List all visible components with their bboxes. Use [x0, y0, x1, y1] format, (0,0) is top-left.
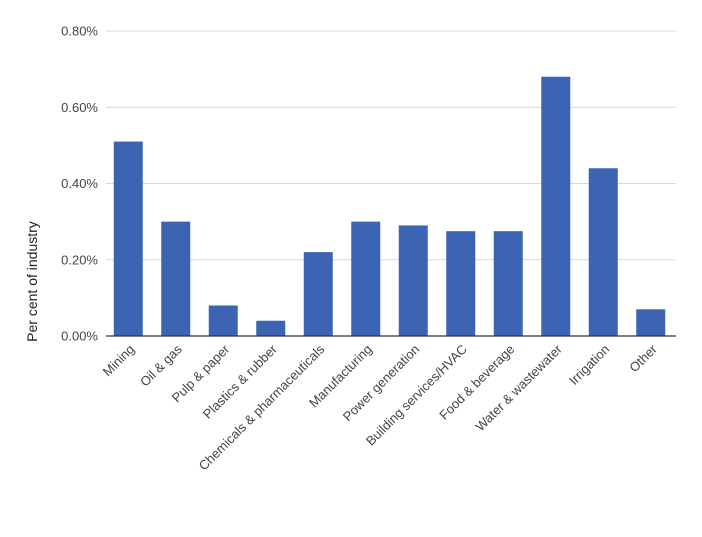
x-category-label: Other	[626, 341, 660, 375]
bar	[446, 231, 476, 336]
y-axis-label: Per cent of industry	[24, 221, 40, 342]
bar	[588, 168, 618, 336]
bar	[161, 221, 191, 336]
x-category-label: Water & wastewater	[472, 341, 565, 434]
bar	[398, 225, 428, 336]
bar	[351, 221, 381, 336]
y-tick-label: 0.00%	[61, 329, 98, 344]
bar	[113, 141, 143, 336]
bar	[303, 252, 333, 336]
y-tick-label: 0.80%	[61, 24, 98, 39]
bar	[636, 309, 666, 336]
bar	[208, 305, 238, 336]
gridlines	[106, 30, 676, 261]
bar	[493, 231, 523, 336]
y-tick-labels: 0.00% 0.20% 0.40% 0.60% 0.80%	[61, 24, 98, 344]
bar	[541, 76, 571, 336]
bar	[256, 320, 286, 336]
y-tick-label: 0.40%	[61, 176, 98, 191]
x-category-label: Mining	[100, 342, 138, 380]
x-category-label: Irrigation	[566, 342, 612, 388]
y-tick-label: 0.60%	[61, 100, 98, 115]
y-tick-label: 0.20%	[61, 252, 98, 267]
bars	[113, 76, 666, 336]
x-category-label: Oil & gas	[137, 341, 185, 389]
